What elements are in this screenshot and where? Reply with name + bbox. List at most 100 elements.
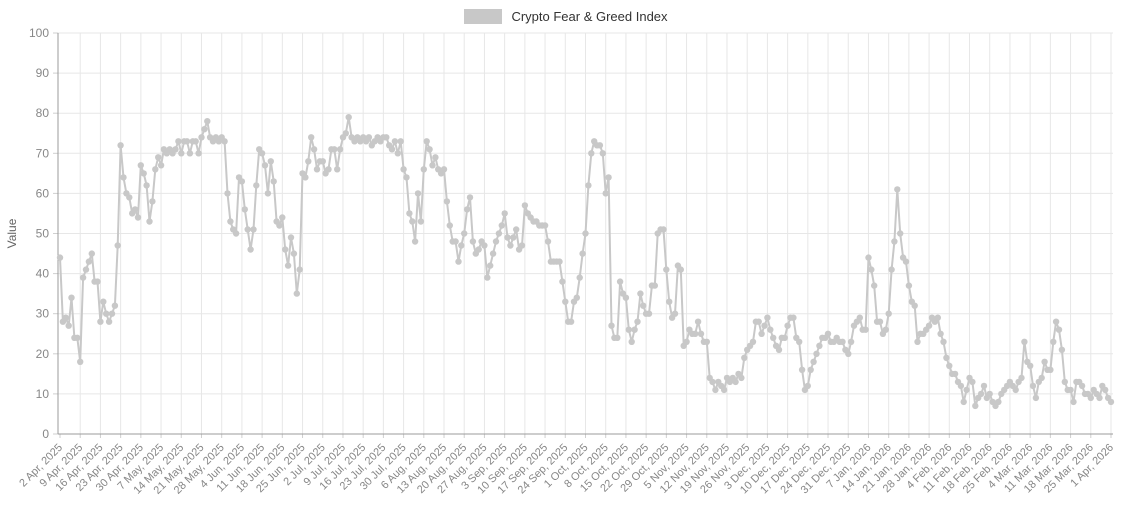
- data-point: [559, 278, 566, 285]
- data-point: [336, 146, 344, 153]
- data-point: [732, 378, 739, 386]
- data-point: [325, 166, 332, 173]
- data-point: [178, 150, 185, 157]
- data-point: [876, 318, 884, 325]
- data-point: [567, 318, 575, 325]
- data-point: [261, 162, 269, 169]
- data-point: [420, 166, 427, 173]
- data-point: [495, 230, 503, 237]
- data-point: [250, 226, 257, 233]
- data-point: [134, 214, 142, 221]
- data-point: [1027, 362, 1034, 369]
- data-point: [342, 130, 349, 137]
- data-point: [888, 266, 895, 273]
- data-point: [995, 398, 1002, 406]
- data-point: [824, 330, 832, 337]
- data-point: [498, 222, 505, 229]
- data-point: [414, 190, 422, 197]
- data-point: [1087, 394, 1095, 402]
- data-point: [192, 138, 199, 145]
- data-point: [960, 398, 967, 406]
- data-point: [969, 378, 976, 386]
- data-point: [573, 294, 580, 301]
- data-point: [244, 226, 251, 233]
- data-point: [287, 234, 295, 241]
- data-point: [105, 318, 113, 325]
- data-point: [576, 274, 583, 281]
- data-point: [429, 162, 436, 169]
- data-point: [146, 218, 153, 225]
- data-point: [862, 326, 869, 333]
- data-point: [761, 322, 768, 329]
- data-point: [111, 302, 119, 309]
- data-point: [103, 310, 110, 317]
- data-point: [290, 250, 298, 257]
- data-point: [1052, 318, 1060, 325]
- y-tick-label: 30: [36, 307, 50, 321]
- legend-swatch: [464, 9, 503, 24]
- data-point: [946, 362, 953, 369]
- data-point: [155, 154, 162, 161]
- data-point: [403, 174, 410, 181]
- y-axis-title: Value: [5, 218, 19, 248]
- data-point: [345, 114, 352, 121]
- data-point: [232, 230, 240, 237]
- data-point: [1102, 386, 1109, 394]
- y-tick-label: 80: [36, 106, 50, 120]
- data-point: [637, 290, 644, 297]
- data-point: [1047, 366, 1054, 373]
- data-point: [461, 230, 468, 237]
- data-point: [807, 366, 814, 373]
- data-point: [126, 194, 133, 201]
- data-point: [758, 330, 765, 337]
- data-point: [446, 222, 453, 229]
- y-tick-label: 60: [36, 186, 50, 200]
- data-point: [677, 266, 684, 273]
- data-point: [302, 174, 309, 181]
- data-point: [423, 138, 430, 145]
- data-point: [608, 322, 615, 329]
- data-point: [463, 206, 471, 213]
- data-point: [108, 310, 116, 317]
- data-point: [510, 234, 517, 241]
- data-point: [894, 186, 901, 193]
- data-point: [397, 138, 404, 145]
- data-point: [238, 178, 246, 185]
- data-point: [334, 166, 341, 173]
- data-point: [224, 190, 231, 197]
- y-tick-label: 50: [36, 227, 50, 241]
- legend-label: Crypto Fear & Greed Index: [511, 9, 668, 24]
- data-point: [767, 326, 774, 333]
- chart-legend-item[interactable]: Crypto Fear & Greed Index: [0, 9, 1132, 24]
- data-point: [458, 242, 465, 249]
- data-point: [440, 166, 448, 173]
- data-point: [871, 282, 878, 289]
- data-point: [1078, 382, 1086, 390]
- data-point: [885, 310, 892, 317]
- data-point: [951, 370, 959, 378]
- y-tick-label: 10: [36, 387, 50, 401]
- data-point: [651, 282, 658, 289]
- data-point: [865, 254, 872, 261]
- data-point: [521, 202, 529, 209]
- data-point: [697, 330, 705, 337]
- data-point: [201, 126, 208, 133]
- data-point: [741, 354, 748, 361]
- data-point: [599, 150, 606, 157]
- data-point: [253, 182, 260, 189]
- data-point: [784, 322, 791, 329]
- data-point: [1058, 346, 1066, 353]
- data-point: [481, 242, 488, 249]
- data-point: [172, 146, 179, 153]
- data-point: [117, 142, 124, 149]
- data-point: [484, 274, 491, 281]
- data-point: [544, 238, 552, 245]
- data-point: [296, 266, 303, 273]
- data-point: [556, 258, 563, 265]
- data-point: [940, 338, 947, 345]
- data-point: [443, 198, 451, 205]
- data-point: [56, 254, 64, 261]
- data-point: [625, 326, 632, 333]
- data-point: [88, 250, 96, 257]
- data-point: [588, 150, 595, 157]
